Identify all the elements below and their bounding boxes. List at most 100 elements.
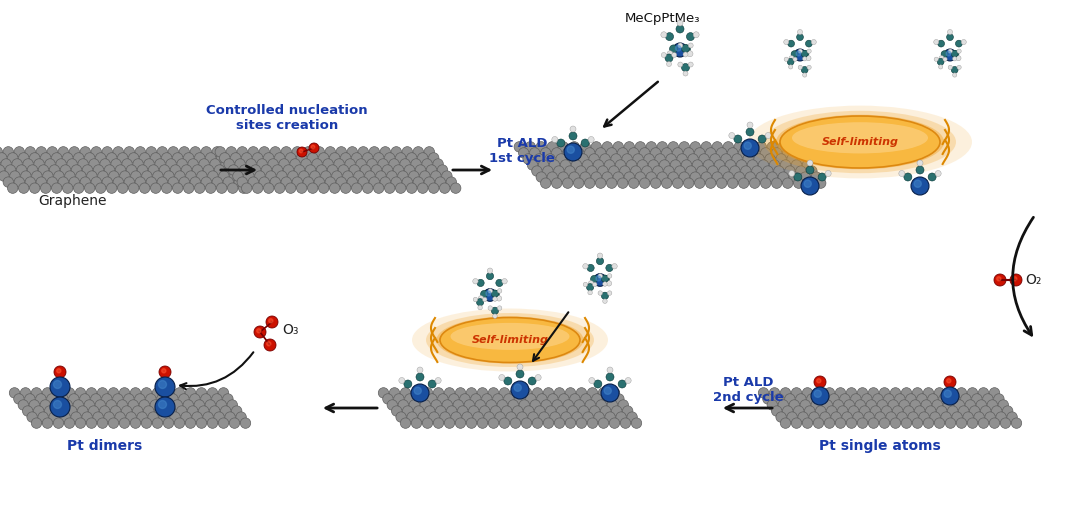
Circle shape bbox=[91, 177, 102, 187]
Circle shape bbox=[91, 394, 102, 404]
Circle shape bbox=[340, 153, 351, 163]
Circle shape bbox=[921, 400, 931, 410]
Circle shape bbox=[492, 394, 503, 404]
Circle shape bbox=[824, 388, 835, 398]
Circle shape bbox=[752, 166, 762, 176]
Circle shape bbox=[819, 173, 826, 181]
Circle shape bbox=[599, 154, 610, 164]
Circle shape bbox=[359, 177, 368, 187]
Circle shape bbox=[484, 289, 497, 301]
Circle shape bbox=[594, 380, 602, 388]
Circle shape bbox=[558, 172, 568, 182]
Circle shape bbox=[389, 158, 400, 169]
Circle shape bbox=[259, 147, 270, 157]
Ellipse shape bbox=[777, 115, 944, 169]
Circle shape bbox=[690, 172, 701, 182]
Circle shape bbox=[758, 135, 766, 143]
Circle shape bbox=[253, 183, 262, 194]
Circle shape bbox=[661, 31, 666, 38]
Circle shape bbox=[577, 418, 586, 428]
Text: MeCpPtMe₃: MeCpPtMe₃ bbox=[625, 12, 701, 25]
Circle shape bbox=[767, 172, 778, 182]
Circle shape bbox=[609, 166, 619, 176]
Circle shape bbox=[745, 142, 756, 152]
Circle shape bbox=[10, 388, 19, 398]
Circle shape bbox=[597, 166, 608, 176]
Circle shape bbox=[5, 165, 16, 175]
Circle shape bbox=[212, 147, 222, 157]
Circle shape bbox=[913, 418, 922, 428]
Circle shape bbox=[499, 388, 510, 398]
Circle shape bbox=[431, 171, 441, 181]
Circle shape bbox=[532, 388, 543, 398]
Circle shape bbox=[820, 412, 831, 422]
Circle shape bbox=[580, 172, 591, 182]
Circle shape bbox=[473, 278, 478, 284]
Circle shape bbox=[805, 178, 815, 188]
Circle shape bbox=[241, 418, 251, 428]
Circle shape bbox=[807, 49, 811, 53]
Circle shape bbox=[10, 171, 21, 181]
Circle shape bbox=[613, 394, 624, 404]
Circle shape bbox=[754, 154, 765, 164]
Circle shape bbox=[589, 377, 595, 384]
Circle shape bbox=[456, 418, 465, 428]
Circle shape bbox=[518, 148, 529, 158]
Circle shape bbox=[629, 178, 639, 188]
Circle shape bbox=[906, 394, 916, 404]
Circle shape bbox=[303, 177, 313, 187]
Circle shape bbox=[427, 165, 436, 175]
Circle shape bbox=[0, 165, 4, 175]
Circle shape bbox=[248, 177, 258, 187]
Circle shape bbox=[611, 406, 622, 416]
Circle shape bbox=[563, 400, 573, 410]
Circle shape bbox=[179, 147, 189, 157]
Circle shape bbox=[356, 158, 366, 169]
Text: Pt single atoms: Pt single atoms bbox=[819, 439, 941, 453]
Circle shape bbox=[227, 400, 238, 410]
Circle shape bbox=[454, 400, 463, 410]
Circle shape bbox=[683, 52, 688, 57]
Text: Pt ALD
2nd cycle: Pt ALD 2nd cycle bbox=[713, 376, 783, 404]
Circle shape bbox=[847, 388, 856, 398]
Circle shape bbox=[778, 172, 788, 182]
Circle shape bbox=[484, 412, 495, 422]
Circle shape bbox=[584, 178, 595, 188]
Circle shape bbox=[981, 406, 991, 416]
Circle shape bbox=[23, 158, 33, 169]
Circle shape bbox=[783, 148, 793, 158]
Circle shape bbox=[458, 406, 468, 416]
Circle shape bbox=[429, 153, 438, 163]
Circle shape bbox=[238, 177, 247, 187]
Circle shape bbox=[376, 171, 387, 181]
Circle shape bbox=[448, 394, 459, 404]
Circle shape bbox=[418, 183, 428, 194]
Circle shape bbox=[892, 406, 903, 416]
Circle shape bbox=[802, 418, 813, 428]
Circle shape bbox=[582, 160, 593, 170]
Circle shape bbox=[567, 406, 578, 416]
Circle shape bbox=[496, 279, 503, 287]
Circle shape bbox=[49, 412, 59, 422]
Circle shape bbox=[218, 418, 229, 428]
Circle shape bbox=[238, 147, 247, 157]
Circle shape bbox=[292, 177, 302, 187]
Circle shape bbox=[968, 388, 977, 398]
Circle shape bbox=[16, 165, 27, 175]
Circle shape bbox=[966, 400, 975, 410]
Circle shape bbox=[818, 394, 828, 404]
Circle shape bbox=[605, 412, 616, 422]
Circle shape bbox=[297, 147, 307, 157]
Circle shape bbox=[406, 153, 417, 163]
Circle shape bbox=[792, 51, 798, 57]
Circle shape bbox=[792, 388, 801, 398]
Circle shape bbox=[548, 394, 558, 404]
Circle shape bbox=[503, 394, 514, 404]
Circle shape bbox=[644, 154, 654, 164]
Circle shape bbox=[565, 166, 576, 176]
Circle shape bbox=[84, 153, 95, 163]
Circle shape bbox=[989, 388, 1000, 398]
Circle shape bbox=[716, 178, 727, 188]
Circle shape bbox=[686, 166, 697, 176]
Circle shape bbox=[545, 154, 555, 164]
